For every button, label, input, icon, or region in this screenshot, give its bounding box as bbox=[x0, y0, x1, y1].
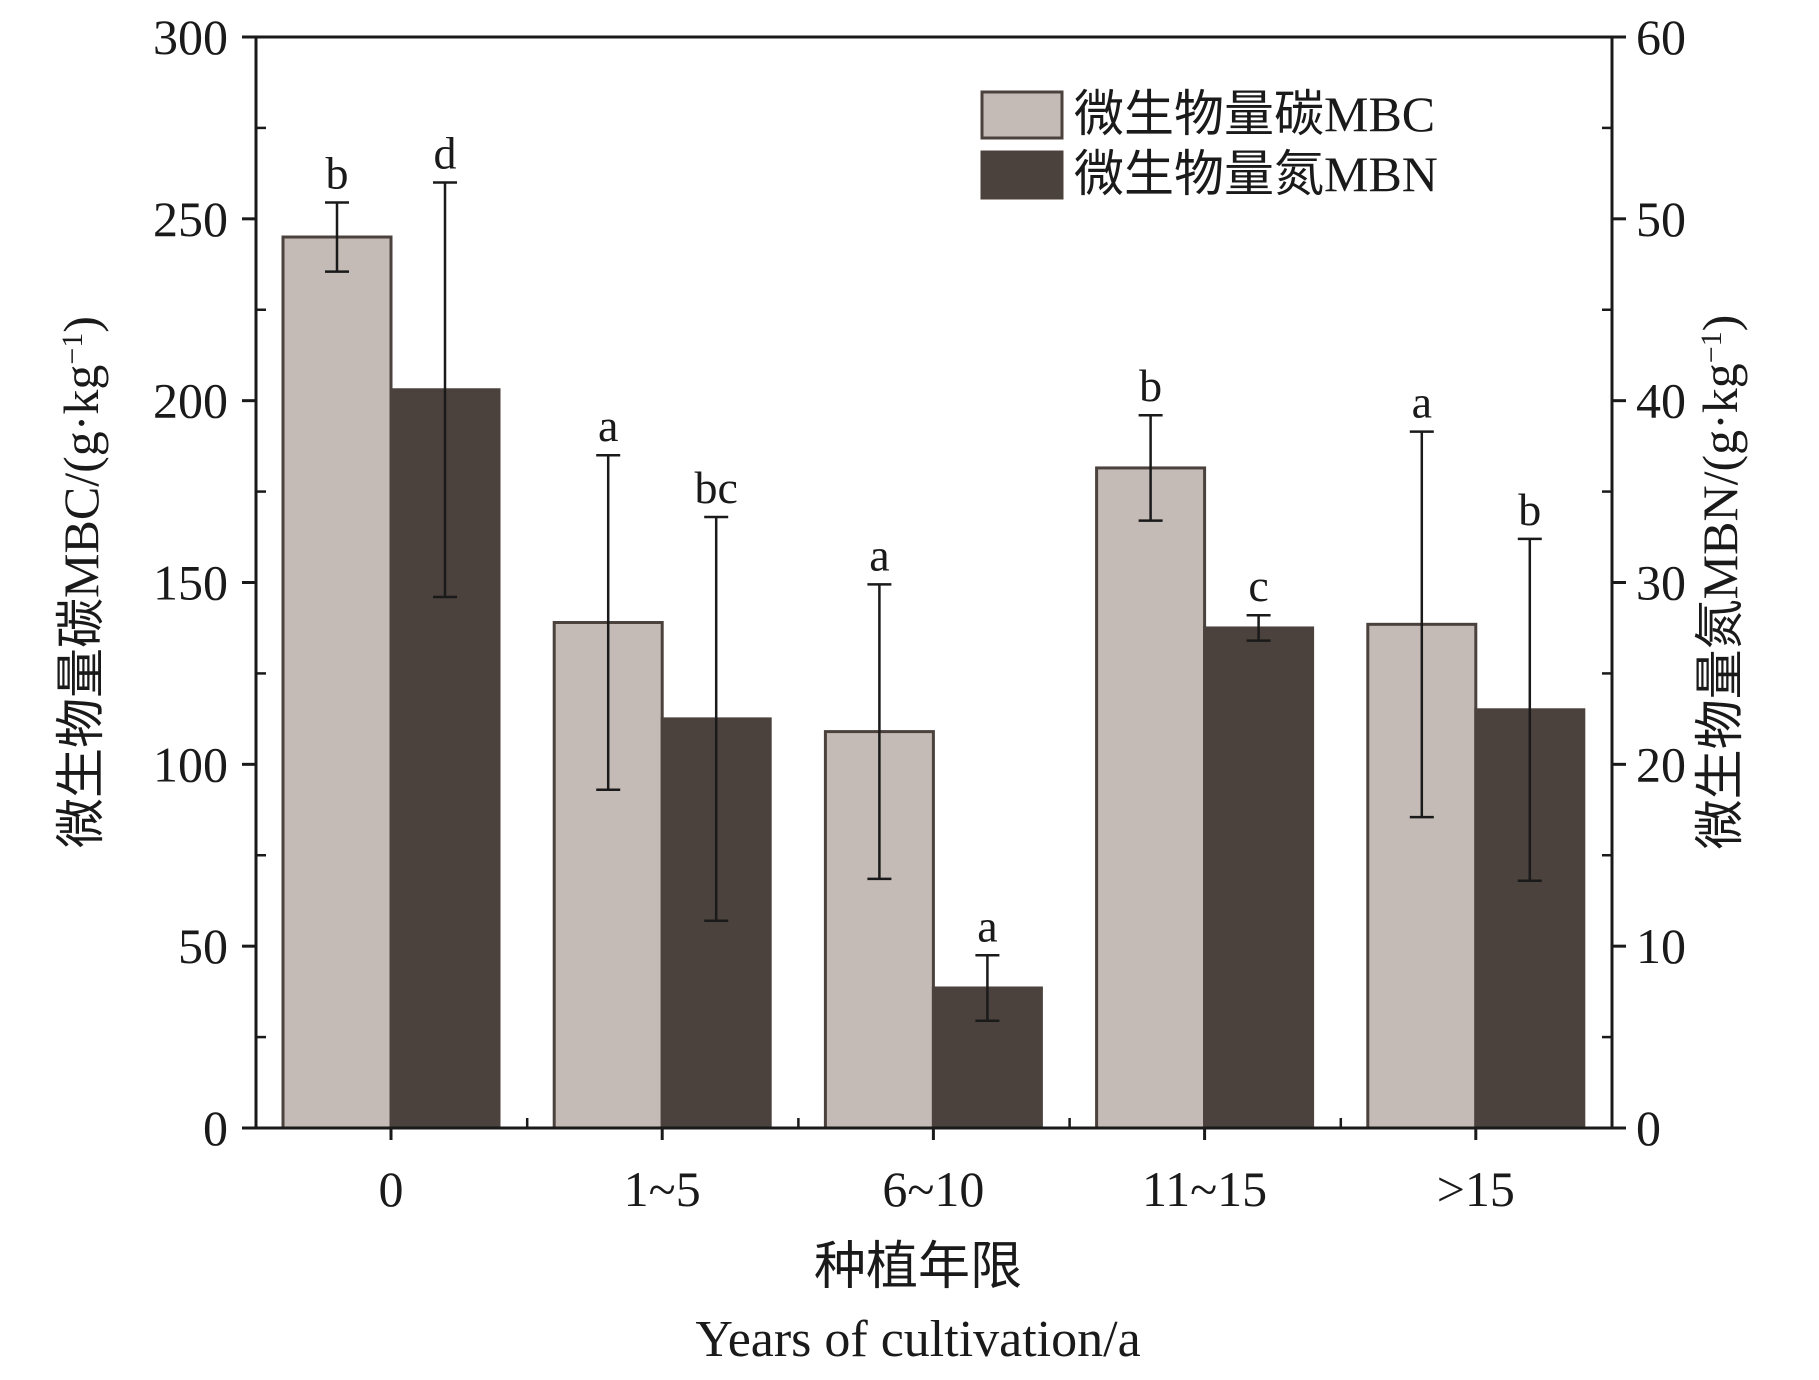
right-y-tick-label: 60 bbox=[1636, 9, 1686, 65]
right-axis-title: 微生物量氮MBN/(g·kg−1) bbox=[1692, 315, 1748, 850]
significance-label-mbc: b bbox=[326, 147, 349, 198]
significance-label-mbn: b bbox=[1518, 484, 1541, 535]
x-tick-label: 11~15 bbox=[1142, 1161, 1267, 1217]
legend: 微生物量碳MBC 微生物量氮MBN bbox=[980, 86, 1438, 202]
left-y-tick-label: 0 bbox=[203, 1100, 228, 1156]
significance-label-mbc: b bbox=[1139, 360, 1162, 411]
right-axis-title-main: 微生物量氮MBN/(g·kg bbox=[1692, 363, 1748, 849]
bar-mbc bbox=[1095, 466, 1207, 1130]
ticks-layer bbox=[242, 35, 1626, 1140]
left-axis-title: 微生物量碳MBC/(g·kg−1) bbox=[53, 316, 109, 848]
legend-label-mbn: 微生物量氮MBN bbox=[1074, 146, 1438, 202]
left-axis-title-close: ) bbox=[53, 316, 109, 333]
x-tick-label: 0 bbox=[379, 1161, 404, 1217]
left-axis-title-sup: −1 bbox=[56, 333, 89, 365]
x-tick-label: >15 bbox=[1437, 1161, 1515, 1217]
left-y-tick-label: 100 bbox=[153, 736, 228, 792]
right-y-tick-label: 40 bbox=[1636, 373, 1686, 429]
significance-label-mbc: a bbox=[1412, 377, 1432, 428]
x-tick-label: 1~5 bbox=[624, 1161, 701, 1217]
significance-label-mbn: c bbox=[1248, 560, 1268, 611]
significance-label-mbn: a bbox=[977, 900, 997, 951]
right-y-tick-labels: 0 10 20 30 40 50 60 bbox=[1636, 9, 1686, 1156]
significance-label-mbn: bc bbox=[694, 462, 737, 513]
right-y-tick-label: 50 bbox=[1636, 191, 1686, 247]
x-axis-title-english: Years of cultivation/a bbox=[695, 1311, 1140, 1368]
legend-label-mbc: 微生物量碳MBC bbox=[1074, 86, 1435, 142]
significance-label-mbn: d bbox=[434, 127, 457, 178]
legend-swatch-mbc bbox=[980, 90, 1064, 140]
x-tick-labels: 0 1~5 6~10 11~15 >15 bbox=[379, 1161, 1515, 1217]
bar-mbn bbox=[1203, 626, 1315, 1130]
bar-mbc bbox=[281, 235, 393, 1130]
right-y-tick-label: 20 bbox=[1636, 736, 1686, 792]
left-y-tick-label: 150 bbox=[153, 555, 228, 611]
significance-label-mbc: a bbox=[869, 529, 889, 580]
significance-labels-layer: b a a b a d bc a c b bbox=[326, 127, 1542, 951]
left-y-tick-label: 200 bbox=[153, 373, 228, 429]
left-y-tick-label: 50 bbox=[178, 918, 228, 974]
error-bars-layer bbox=[325, 181, 1542, 1022]
significance-label-mbc: a bbox=[598, 400, 618, 451]
x-axis-title-chinese: 种植年限 bbox=[814, 1239, 1022, 1296]
right-y-tick-label: 10 bbox=[1636, 918, 1686, 974]
right-y-tick-label: 30 bbox=[1636, 555, 1686, 611]
left-axis-title-main: 微生物量碳MBC/(g·kg bbox=[53, 365, 109, 848]
legend-swatch-mbn bbox=[980, 150, 1064, 200]
right-y-tick-label: 0 bbox=[1636, 1100, 1661, 1156]
left-y-tick-labels: 0 50 100 150 200 250 300 bbox=[153, 9, 228, 1156]
right-axis-title-close: ) bbox=[1692, 315, 1748, 332]
left-y-tick-label: 250 bbox=[153, 191, 228, 247]
bars-layer bbox=[281, 235, 1586, 1130]
x-tick-label: 6~10 bbox=[882, 1161, 984, 1217]
left-y-tick-label: 300 bbox=[153, 9, 228, 65]
right-axis-title-sup: −1 bbox=[1695, 331, 1728, 363]
